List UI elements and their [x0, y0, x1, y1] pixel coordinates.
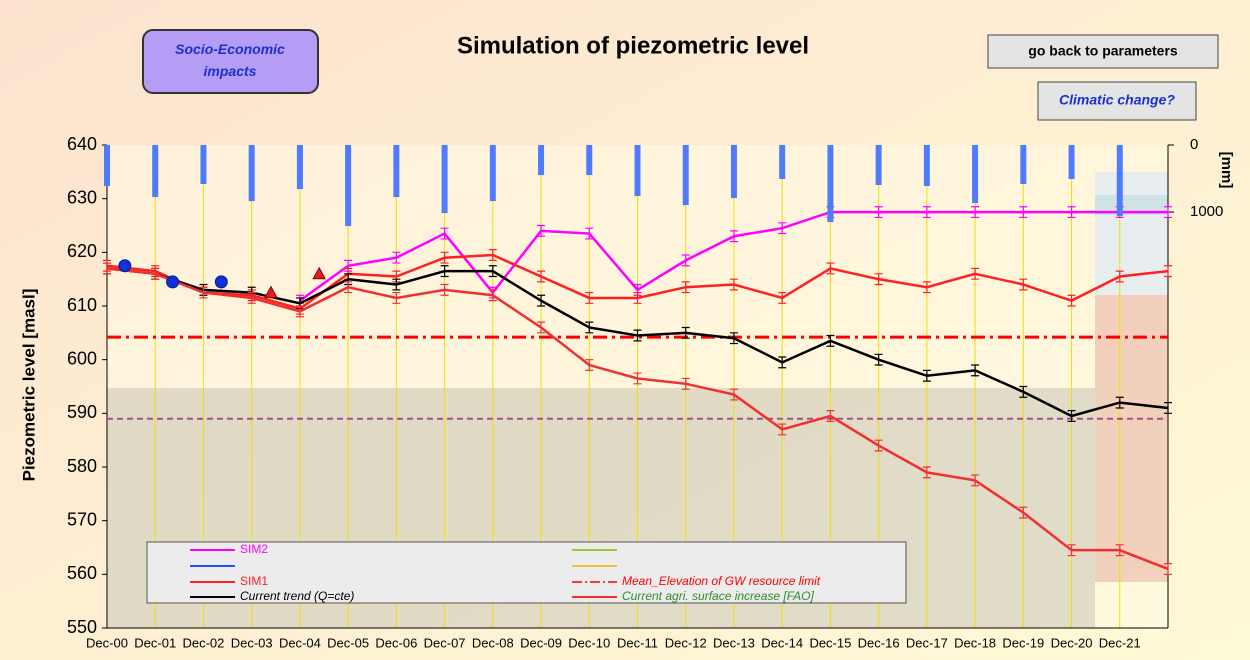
precip-bar: [104, 145, 110, 186]
x-tick-label: Dec-07: [424, 635, 466, 650]
y-tick-label: 610: [67, 295, 97, 315]
x-tick-label: Dec-02: [182, 635, 224, 650]
y2-tick-label: 0: [1190, 136, 1198, 153]
precip-bar: [152, 145, 158, 197]
climate-button-label[interactable]: Climatic change?: [1059, 92, 1175, 108]
x-tick-label: Dec-14: [761, 635, 803, 650]
precip-bar: [345, 145, 351, 226]
x-tick-label: Dec-21: [1099, 635, 1141, 650]
socio-button[interactable]: [143, 30, 318, 93]
precip-bar: [442, 145, 448, 213]
precip-bar: [876, 145, 882, 185]
legend-label: Current agri. surface increase [FAO]: [622, 589, 815, 603]
x-tick-label: Dec-08: [472, 635, 514, 650]
precip-bar: [1117, 145, 1123, 216]
observation: [215, 276, 227, 288]
x-tick-label: Dec-05: [327, 635, 369, 650]
x-tick-label: Dec-20: [1051, 635, 1093, 650]
x-tick-label: Dec-13: [713, 635, 755, 650]
chart: Socio-Economicimpacts go back to paramet…: [0, 0, 1250, 660]
y-tick-label: 600: [67, 348, 97, 368]
x-tick-label: Dec-10: [568, 635, 610, 650]
x-tick-label: Dec-18: [954, 635, 996, 650]
y-tick-label: 560: [67, 563, 97, 583]
page: {"buttons": {"socio": "Socio-Economic im…: [0, 0, 1250, 660]
precip-bar: [249, 145, 255, 201]
x-tick-label: Dec-15: [809, 635, 851, 650]
x-tick-label: Dec-06: [375, 635, 417, 650]
precip-bar: [731, 145, 737, 198]
precip-bar: [1020, 145, 1026, 184]
back-button-label[interactable]: go back to parameters: [1028, 43, 1178, 59]
x-tick-label: Dec-04: [279, 635, 321, 650]
precip-bar: [683, 145, 689, 205]
x-tick-label: Dec-03: [231, 635, 273, 650]
y2-tick-label: 1000: [1190, 203, 1223, 220]
precip-bar: [586, 145, 592, 175]
x-tick-label: Dec-12: [665, 635, 707, 650]
precip-bar: [779, 145, 785, 179]
shaded-zone: [1095, 295, 1168, 582]
observation: [167, 276, 179, 288]
x-tick-label: Dec-19: [1002, 635, 1044, 650]
y-axis-title: Piezometric level [masl]: [19, 289, 38, 482]
legend-label: Mean_Elevation of GW resource limit: [622, 574, 821, 588]
precip-bar: [972, 145, 978, 203]
precip-bar: [827, 145, 833, 222]
y-tick-label: 550: [67, 617, 97, 637]
legend-label: Current trend (Q=cte): [240, 589, 354, 603]
legend-label: SIM2: [240, 542, 268, 556]
precip-bar: [490, 145, 496, 201]
legend-label: SIM1: [240, 574, 268, 588]
observation: [119, 260, 131, 272]
y-tick-label: 570: [67, 509, 97, 529]
precip-bar: [924, 145, 930, 186]
y-tick-label: 630: [67, 187, 97, 207]
x-tick-label: Dec-09: [520, 635, 562, 650]
aquifer-sketch: [1095, 172, 1168, 295]
precip-bar: [538, 145, 544, 175]
precip-bar: [200, 145, 206, 184]
precip-bar: [297, 145, 303, 189]
precip-bar: [1069, 145, 1075, 179]
chart-title: Simulation of piezometric level: [457, 32, 809, 59]
x-tick-label: Dec-00: [86, 635, 128, 650]
y-tick-label: 580: [67, 456, 97, 476]
x-tick-label: Dec-01: [134, 635, 176, 650]
precip-bar: [393, 145, 399, 197]
y-tick-label: 620: [67, 241, 97, 261]
precip-bar: [635, 145, 641, 196]
y2-axis-title: [mm]: [1218, 152, 1235, 189]
y-tick-label: 640: [67, 134, 97, 154]
x-tick-label: Dec-16: [858, 635, 900, 650]
x-tick-label: Dec-11: [617, 635, 658, 650]
y-tick-label: 590: [67, 402, 97, 422]
x-tick-label: Dec-17: [906, 635, 948, 650]
